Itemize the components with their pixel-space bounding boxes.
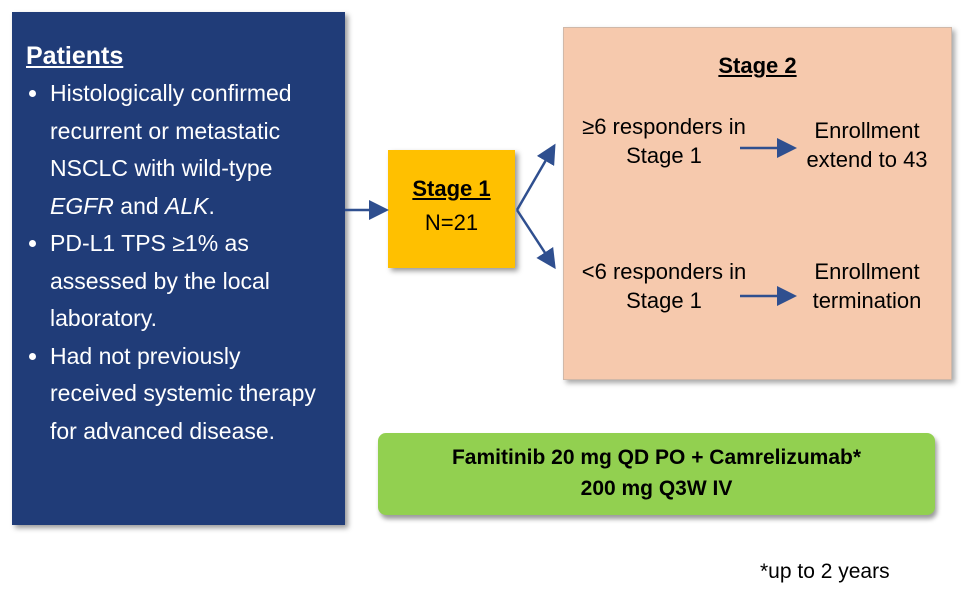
stage1-title: Stage 1 (412, 176, 491, 201)
criterion-text: . (208, 192, 215, 219)
treatment-box: Famitinib 20 mg QD PO + Camrelizumab* 20… (378, 433, 935, 515)
treatment-line2: 200 mg Q3W IV (580, 477, 733, 500)
high-responder-outcome: Enrollment extend to 43 (806, 118, 928, 172)
low-responder-outcome: Enrollment termination (812, 259, 922, 313)
stage1-n: N=21 (424, 210, 479, 235)
arrow-stage1-to-high (515, 143, 556, 211)
criterion-text: Histologically confirmed recurrent or me… (50, 80, 292, 181)
gene-egfr: EGFR (50, 192, 114, 219)
footnote: *up to 2 years (760, 560, 890, 583)
stage1-box: Stage 1 N=21 (388, 150, 515, 268)
criterion-histology: Histologically confirmed recurrent or me… (50, 75, 331, 225)
patients-box: Patients Histologically confirmed recurr… (12, 12, 345, 525)
gene-alk: ALK (165, 192, 209, 219)
low-responder-condition: <6 responders in Stage 1 (581, 259, 747, 313)
stage2-title: Stage 2 (718, 53, 797, 78)
stage2-box: Stage 2 ≥6 responders in Stage 1 Enrollm… (563, 27, 952, 380)
criterion-pdl1: PD-L1 TPS ≥1% as assessed by the local l… (50, 225, 331, 338)
criterion-prior-therapy: Had not previously received systemic the… (50, 338, 331, 451)
treatment-line1: Famitinib 20 mg QD PO + Camrelizumab* (451, 446, 862, 469)
patients-title: Patients (26, 42, 124, 70)
high-responder-condition: ≥6 responders in Stage 1 (582, 114, 746, 168)
eligibility-criteria: Histologically confirmed recurrent or me… (26, 75, 331, 450)
criterion-text: and (113, 192, 166, 219)
arrow-stage1-to-low (515, 209, 556, 270)
